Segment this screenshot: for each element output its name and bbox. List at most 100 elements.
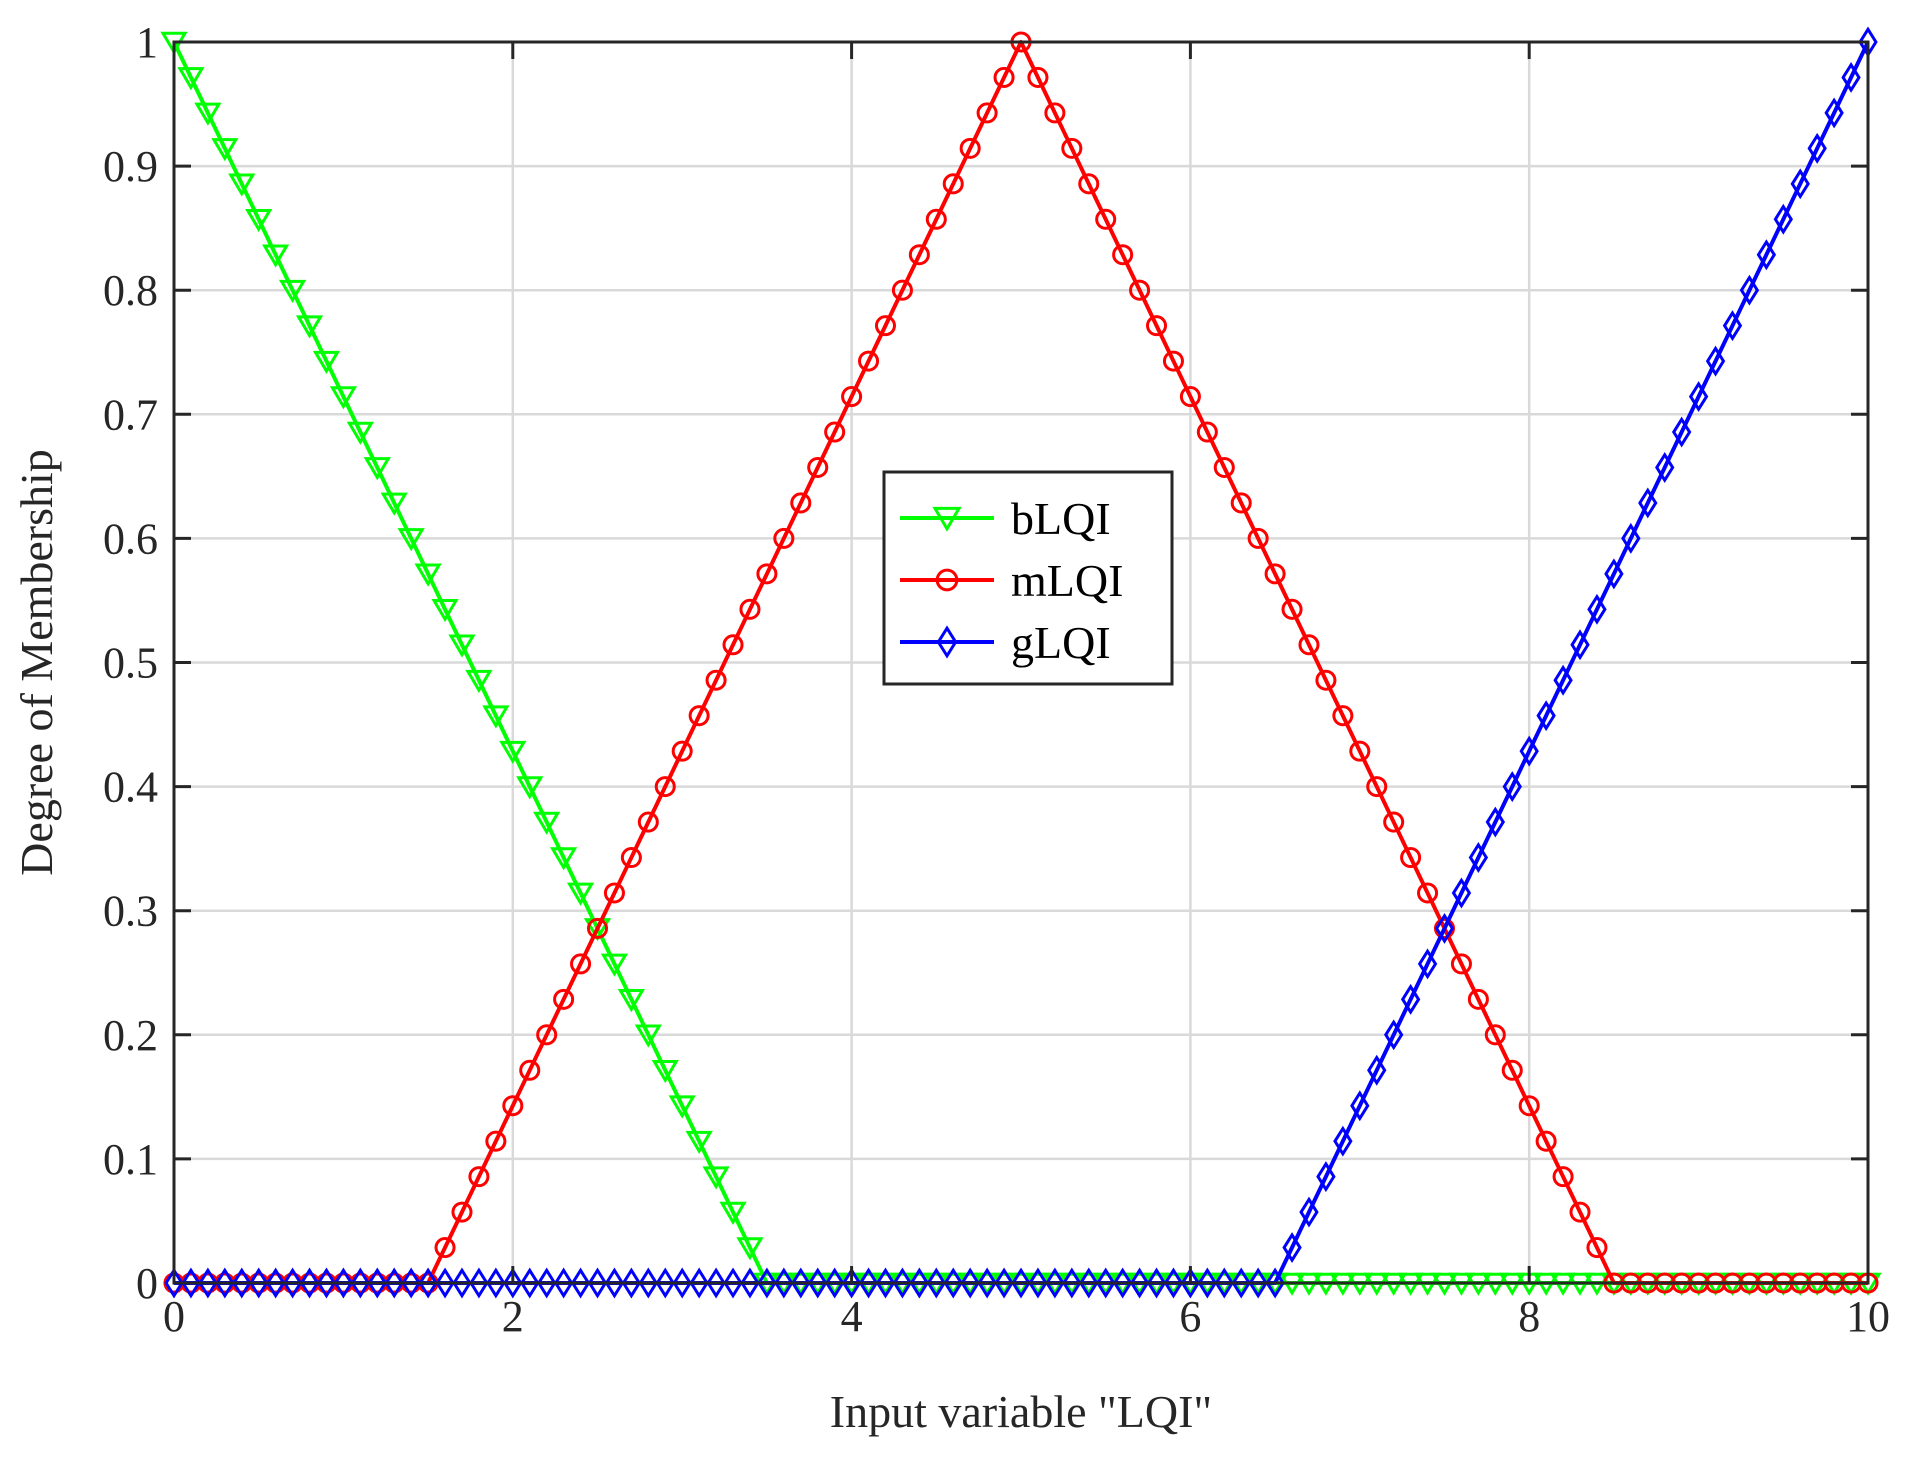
data-point-gLQI (1096, 1267, 1116, 1299)
y-tick-label: 0.4 (103, 763, 158, 812)
data-point-bLQI (329, 386, 358, 410)
data-point-gLQI (960, 1267, 980, 1299)
data-point-gLQI (1231, 1267, 1251, 1299)
data-point-mLQI (1027, 66, 1049, 88)
data-point-gLQI (1688, 381, 1709, 413)
data-point-gLQI (1451, 877, 1472, 909)
data-point-mLQI (485, 1130, 507, 1152)
data-point-bLQI (414, 563, 442, 587)
data-point-mLQI (434, 1237, 456, 1259)
data-point-mLQI (1247, 527, 1269, 549)
data-point-mLQI (824, 421, 846, 443)
data-point-gLQI (875, 1267, 896, 1299)
data-point-mLQI (536, 1024, 558, 1046)
data-point-gLQI (1773, 203, 1793, 235)
data-point-bLQI (736, 1237, 764, 1261)
legend-item-mLQI: mLQI (900, 555, 1123, 606)
data-point-mLQI (1535, 1130, 1557, 1152)
data-point-gLQI (1265, 1267, 1285, 1299)
data-point-gLQI (1722, 310, 1743, 342)
data-point-gLQI (1333, 1125, 1353, 1157)
data-point-gLQI (164, 1267, 184, 1299)
data-point-gLQI (1112, 1267, 1133, 1299)
y-tick-label: 0.3 (103, 887, 158, 936)
data-point-gLQI (1655, 452, 1675, 483)
data-point-gLQI (1079, 1267, 1099, 1299)
y-tick-label: 0.6 (103, 514, 158, 563)
data-point-bLQI (380, 492, 408, 516)
data-point-mLQI (1179, 386, 1201, 408)
data-point-bLQI (668, 1095, 696, 1119)
data-point-gLQI (858, 1267, 879, 1299)
data-point-gLQI (1536, 700, 1556, 732)
data-point-mLQI (1569, 1201, 1591, 1223)
data-point-mLQI (790, 492, 812, 514)
data-point-bLQI (719, 1201, 747, 1225)
data-point-bLQI (295, 315, 324, 339)
data-point-gLQI (1502, 771, 1522, 803)
data-point-gLQI (1807, 132, 1827, 164)
data-point-mLQI (841, 386, 863, 408)
data-point-mLQI (586, 917, 609, 939)
data-point-gLQI (1468, 842, 1489, 873)
data-point-gLQI (994, 1267, 1014, 1299)
data-point-mLQI (1146, 315, 1168, 337)
data-point-gLQI (1587, 593, 1607, 625)
data-point-gLQI (1180, 1267, 1201, 1299)
data-point-gLQI (655, 1267, 675, 1299)
data-point-mLQI (1230, 492, 1252, 514)
data-point-mLQI (1281, 598, 1303, 620)
data-point-bLQI (533, 811, 561, 835)
data-point-gLQI (418, 1267, 438, 1299)
legend: bLQI mLQI gLQI (882, 470, 1174, 686)
data-point-gLQI (1434, 912, 1455, 944)
data-point-mLQI (1298, 634, 1320, 656)
data-point-mLQI (1332, 705, 1354, 727)
data-point-mLQI (1044, 102, 1066, 124)
legend-label: gLQI (1011, 617, 1111, 668)
data-point-mLQI (603, 882, 625, 904)
data-point-gLQI (1621, 522, 1641, 554)
data-point-gLQI (621, 1267, 642, 1299)
data-point-bLQI (651, 1059, 679, 1084)
y-tick-label: 0.7 (103, 390, 158, 439)
data-point-mLQI (942, 173, 964, 195)
data-point-gLQI (1214, 1267, 1234, 1299)
x-tick-label: 10 (1846, 1292, 1890, 1341)
data-point-mLQI (858, 350, 880, 372)
data-point-mLQI (1417, 882, 1439, 904)
data-point-mLQI (959, 137, 981, 159)
data-point-gLQI (1282, 1232, 1302, 1264)
data-point-gLQI (1028, 1267, 1048, 1299)
data-point-mLQI (570, 953, 592, 975)
data-point-mLQI (637, 811, 659, 833)
data-point-mLQI (1366, 776, 1388, 798)
data-point-gLQI (706, 1267, 726, 1299)
y-tick-label: 0.1 (103, 1135, 158, 1184)
data-point-mLQI (1264, 563, 1286, 585)
data-point-gLQI (1570, 629, 1590, 661)
x-tick-label: 2 (502, 1292, 524, 1341)
data-point-gLQI (198, 1267, 218, 1299)
data-point-gLQI (350, 1267, 371, 1299)
data-point-gLQI (1350, 1090, 1370, 1122)
data-point-mLQI (1162, 350, 1184, 372)
data-point-mLQI (1383, 811, 1405, 833)
data-point-gLQI (232, 1267, 252, 1299)
data-point-bLQI (499, 740, 527, 765)
data-point-bLQI (194, 102, 222, 126)
data-point-mLQI (874, 315, 896, 337)
data-point-gLQI (1129, 1267, 1150, 1299)
data-point-bLQI (702, 1166, 730, 1190)
data-point-mLQI (705, 669, 727, 691)
data-point-gLQI (1756, 239, 1777, 271)
data-point-gLQI (1163, 1267, 1184, 1299)
data-point-gLQI (1705, 345, 1726, 377)
data-point-bLQI (482, 705, 510, 729)
x-tick-label: 4 (841, 1292, 863, 1341)
data-point-gLQI (1062, 1267, 1082, 1299)
data-point-gLQI (452, 1267, 472, 1299)
data-point-gLQI (892, 1267, 913, 1299)
data-point-gLQI (1604, 558, 1624, 590)
legend-label: bLQI (1011, 493, 1111, 544)
